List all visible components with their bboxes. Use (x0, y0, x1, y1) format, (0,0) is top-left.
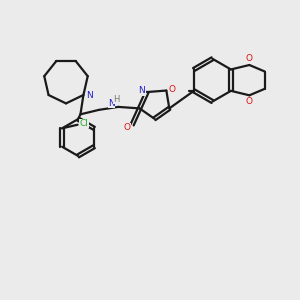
Text: O: O (246, 54, 253, 63)
Text: N: N (108, 99, 115, 108)
Text: Cl: Cl (80, 119, 88, 128)
Text: O: O (123, 123, 130, 132)
Text: N: N (138, 86, 145, 95)
Text: H: H (113, 95, 120, 104)
Text: O: O (246, 98, 253, 106)
Text: O: O (168, 85, 175, 94)
Text: N: N (87, 91, 93, 100)
